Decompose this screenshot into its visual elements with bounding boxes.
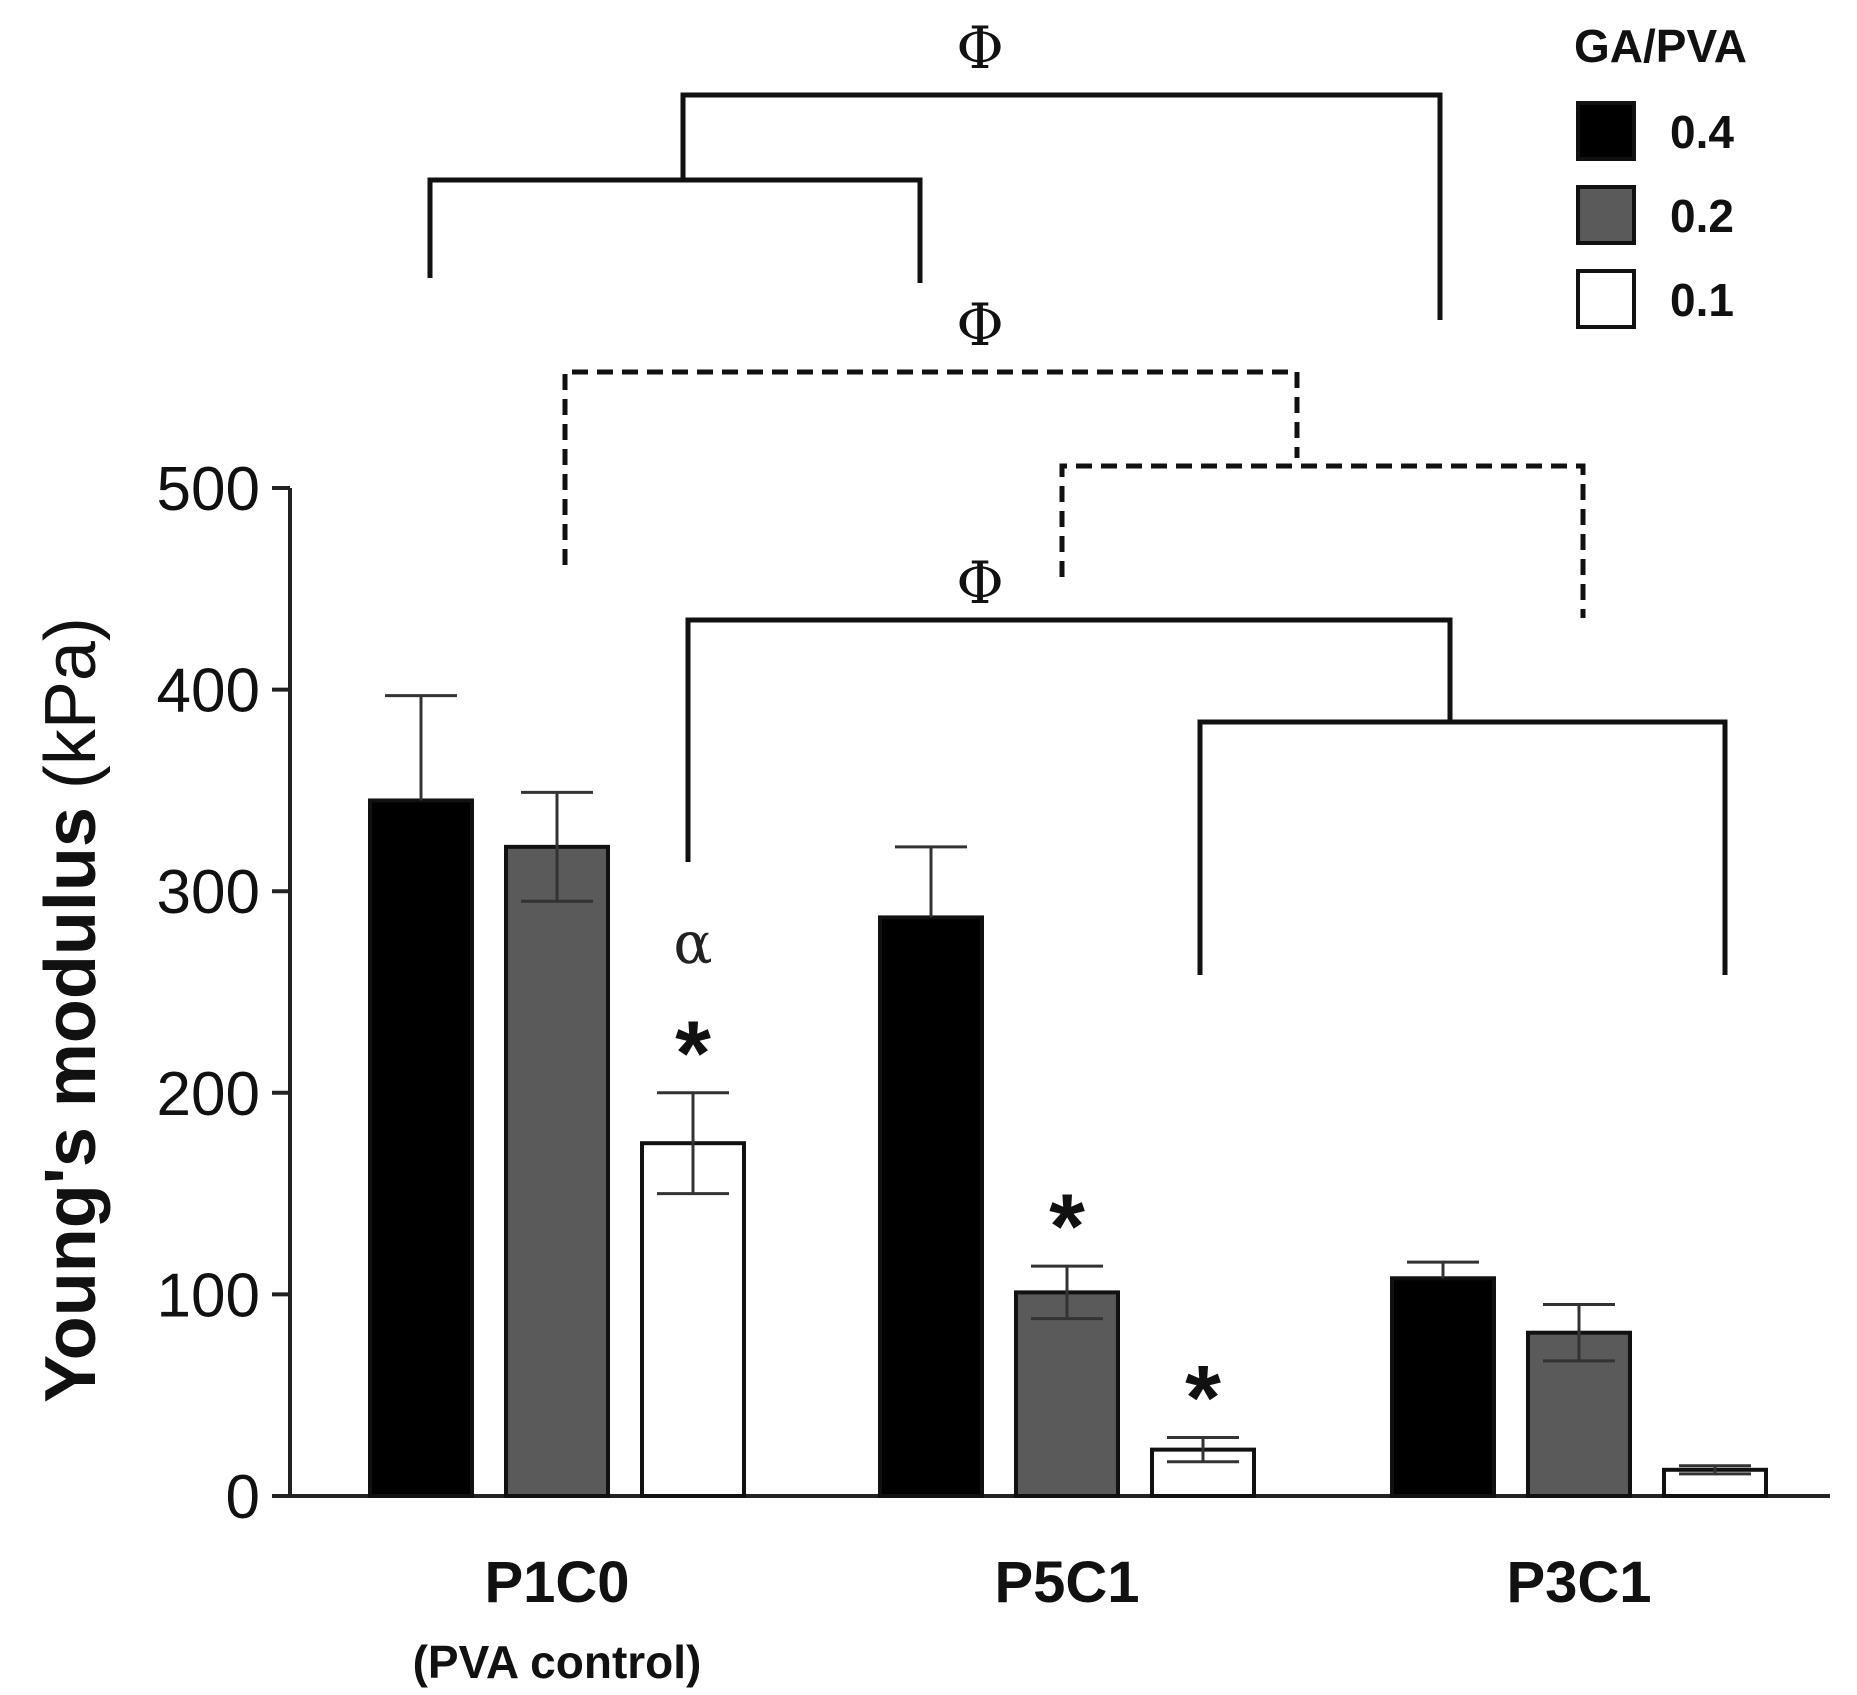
legend-label-0.2: 0.2 bbox=[1670, 190, 1734, 242]
significance-star-1: * bbox=[1049, 1176, 1085, 1278]
bracket-line-0 bbox=[685, 617, 1453, 862]
error-bar-p3c1-0.4 bbox=[1407, 1260, 1479, 1279]
x-category-label-p3c1: P3C1 bbox=[1506, 1550, 1651, 1615]
error-bar-p3c1-0.1 bbox=[1679, 1464, 1751, 1476]
error-bar-p5c1-0.2 bbox=[1031, 1264, 1103, 1321]
error-bars bbox=[385, 694, 1751, 1476]
legend: GA/PVA 0.4 0.2 0.1 bbox=[1574, 20, 1747, 329]
bracket-line-1 bbox=[1059, 463, 1586, 618]
error-bar-p1c0-0.4 bbox=[385, 694, 457, 801]
bar-p5c1-0.2 bbox=[1014, 1290, 1120, 1499]
bracket-line-0 bbox=[562, 369, 1300, 565]
legend-label-0.1: 0.1 bbox=[1670, 274, 1734, 326]
error-bar-p3c1-0.2 bbox=[1543, 1302, 1615, 1363]
error-bar-p1c0-0.1 bbox=[657, 1091, 729, 1196]
significance-star-0: * bbox=[675, 1003, 711, 1105]
y-tick-label-400: 400 bbox=[157, 657, 260, 726]
significance-brackets: Φ Φ Φ bbox=[427, 14, 1728, 975]
x-category-label-p1c0: P1C0 bbox=[484, 1550, 629, 1615]
bracket-line-1 bbox=[1197, 719, 1728, 975]
bars bbox=[368, 798, 1768, 1499]
y-axis-title: Young's modulus (kPa) bbox=[31, 617, 111, 1403]
significance-bracket-0: Φ bbox=[427, 14, 1443, 320]
y-axis-title-unit: (kPa) bbox=[31, 617, 111, 789]
y-tick-label-100: 100 bbox=[157, 1261, 260, 1330]
bracket-label-phi: Φ bbox=[956, 549, 1004, 617]
y-tick-label-500: 500 bbox=[157, 455, 260, 524]
significance-alpha-0: α bbox=[673, 909, 712, 977]
significance-marks: * * * α bbox=[673, 909, 1221, 1450]
bracket-line-0 bbox=[427, 177, 923, 283]
legend-swatch-0.1 bbox=[1576, 269, 1636, 329]
bar-p3c1-0.4 bbox=[1390, 1276, 1496, 1498]
legend-label-0.4: 0.4 bbox=[1670, 106, 1734, 158]
y-tick-label-300: 300 bbox=[157, 858, 260, 927]
bar-p5c1-0.4 bbox=[878, 915, 984, 1498]
bar-p1c0-0.1 bbox=[640, 1141, 746, 1498]
significance-star-2: * bbox=[1185, 1348, 1221, 1450]
legend-swatch-0.2 bbox=[1576, 185, 1636, 245]
significance-bracket-2: Φ bbox=[685, 549, 1728, 975]
svg-text:Young's modulus (kPa): Young's modulus (kPa) bbox=[31, 617, 111, 1403]
significance-bracket-1: Φ bbox=[562, 291, 1586, 618]
y-tick-label-200: 200 bbox=[157, 1060, 260, 1129]
y-axis-title-main: Young's modulus bbox=[31, 807, 111, 1403]
y-tick-label-0: 0 bbox=[226, 1463, 260, 1532]
legend-title: GA/PVA bbox=[1574, 20, 1747, 72]
x-category-sublabel-p1c0: (PVA control) bbox=[413, 1636, 702, 1688]
bar-p1c0-0.2 bbox=[504, 844, 610, 1498]
x-category-label-p5c1: P5C1 bbox=[994, 1550, 1139, 1615]
error-bar-p5c1-0.1 bbox=[1167, 1436, 1239, 1464]
bracket-label-phi: Φ bbox=[956, 14, 1004, 82]
bracket-line-1 bbox=[680, 92, 1443, 320]
error-bar-p1c0-0.2 bbox=[521, 790, 593, 903]
bar-p1c0-0.4 bbox=[368, 798, 474, 1498]
bracket-label-phi: Φ bbox=[956, 291, 1004, 359]
error-bar-p5c1-0.4 bbox=[895, 845, 967, 918]
axes: 0 100 200 300 400 500 P1C0 (PVA control) P5C1 P3C… bbox=[157, 455, 1830, 1688]
legend-swatch-0.4 bbox=[1576, 101, 1636, 161]
